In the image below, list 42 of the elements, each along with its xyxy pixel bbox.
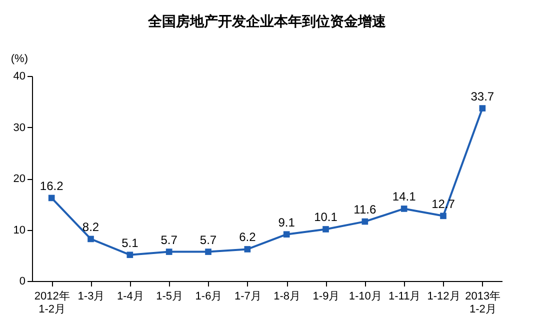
data-label: 8.2 bbox=[82, 220, 100, 234]
x-tick-label: 1-3月 bbox=[78, 290, 105, 302]
point bbox=[48, 194, 55, 202]
point bbox=[479, 105, 486, 112]
x-tick-label: 1-7月 bbox=[234, 290, 262, 302]
x-tick-label: 1-11月 bbox=[388, 290, 421, 302]
data-label: 33.7 bbox=[470, 89, 494, 104]
chart-title: 全国房地产开发企业本年到位资金增速 bbox=[147, 13, 387, 29]
x-tick-label: 1-12月 bbox=[427, 290, 460, 302]
point bbox=[205, 248, 212, 255]
data-label: 16.2 bbox=[40, 178, 64, 193]
data-label: 5.1 bbox=[122, 236, 139, 250]
data-label: 9.1 bbox=[278, 215, 296, 230]
point bbox=[362, 218, 368, 225]
x-tick-label: 1-10月 bbox=[348, 290, 382, 302]
point bbox=[440, 212, 446, 220]
x-tick-label: 2012年 1-2月 bbox=[34, 290, 70, 316]
x-tick-label: 1-8月 bbox=[274, 290, 301, 302]
data-label: 5.7 bbox=[160, 232, 178, 247]
x-tick-label: 1-6月 bbox=[195, 290, 222, 302]
y-tick-label: 10 bbox=[13, 224, 26, 236]
data-label: 11.6 bbox=[354, 202, 376, 217]
point bbox=[88, 236, 94, 242]
y-tick-label: 20 bbox=[13, 173, 26, 185]
y-tick-label: 40 bbox=[13, 70, 26, 82]
point bbox=[244, 246, 251, 252]
point bbox=[126, 252, 134, 258]
data-label: 10.1 bbox=[314, 210, 338, 224]
point bbox=[400, 206, 408, 212]
data-label: 5.7 bbox=[200, 232, 217, 247]
y-axis-title: (%) bbox=[10, 53, 28, 65]
point bbox=[322, 226, 329, 232]
data-label: 6.2 bbox=[239, 230, 256, 244]
x-tick-label: 1-9月 bbox=[312, 290, 340, 302]
x-tick-label: 1-4月 bbox=[116, 290, 144, 302]
x-tick-label: 1-5月 bbox=[156, 290, 184, 302]
point bbox=[283, 231, 290, 238]
x-tick-label: 2013年 1-2月 bbox=[465, 290, 501, 316]
y-tick-label: 0 bbox=[19, 276, 26, 288]
point bbox=[166, 248, 172, 255]
y-tick-label: 30 bbox=[13, 122, 26, 134]
data-label: 14.1 bbox=[392, 190, 416, 204]
